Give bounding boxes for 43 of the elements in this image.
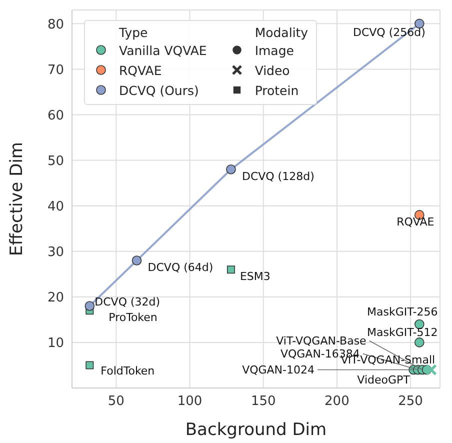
legend-title: Type (118, 25, 149, 40)
annotation: DCVQ (128d) (242, 170, 314, 183)
legend-label: Image (254, 42, 294, 58)
x-tick-label: 50 (108, 394, 124, 410)
point (84, 301, 95, 311)
point (86, 361, 94, 370)
y-tick-label: 70 (47, 62, 64, 78)
annotation: RQVAE (396, 215, 434, 228)
y-axis-title: Effective Dim (7, 142, 28, 256)
annotation: ViT-VQGAN-Base (276, 334, 367, 348)
point (414, 338, 424, 348)
annotation: Modality (254, 25, 308, 40)
point (226, 266, 235, 274)
y-tick-label: 60 (47, 108, 64, 124)
annotation: FoldToken (100, 364, 155, 378)
x-tick-label: 100 (177, 394, 202, 410)
annotation: DCVQ (256d) (352, 26, 426, 40)
x-tick-label: 250 (398, 394, 423, 410)
annotation: MaskGIT-256 (367, 306, 438, 319)
annotation: ProToken (108, 311, 158, 324)
x-tick-label: 200 (324, 394, 350, 410)
point (226, 164, 236, 174)
legend-label: Protein (254, 82, 299, 98)
y-tick-label: 80 (47, 17, 64, 32)
point (132, 256, 142, 266)
legend-label: DCVQ (Ours) (119, 82, 199, 98)
annotation: VQGAN-1024 (242, 363, 315, 376)
annotation: DCVQ (64d) (148, 260, 214, 274)
y-tick-label: 10 (47, 336, 64, 352)
legend-label: Video (254, 62, 290, 78)
legend-label: RQVAE (119, 62, 162, 78)
x-axis-title: Background Dim (185, 420, 327, 440)
x-tick-label: 150 (250, 394, 276, 410)
point (425, 364, 437, 376)
annotation: ESM3 (240, 270, 270, 284)
y-tick-label: 30 (47, 244, 64, 260)
y-tick-label: 40 (47, 199, 64, 214)
annotation: DCVQ (32d) (94, 296, 160, 309)
y-tick-label: 50 (47, 154, 64, 169)
legend-label: Vanilla VQVAE (119, 42, 207, 58)
y-tick-label: 20 (47, 290, 64, 306)
annotation: VideoGPT (357, 373, 410, 386)
annotation: MaskGIT-512 (367, 326, 438, 339)
